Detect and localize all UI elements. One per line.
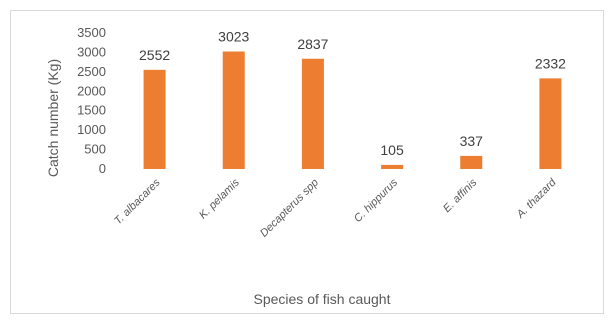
x-tick-label: E. affinis [441, 176, 480, 215]
data-label: 337 [460, 133, 484, 149]
bar [143, 69, 166, 169]
data-label: 2837 [297, 36, 328, 52]
y-tick-label: 2500 [77, 64, 106, 79]
y-tick-label: 500 [84, 142, 106, 157]
x-tick-label: C. hippurus [352, 176, 401, 225]
bar [460, 155, 483, 169]
bar [539, 78, 562, 169]
x-axis-title: Species of fish caught [254, 291, 391, 307]
bars [143, 51, 562, 170]
y-tick-label: 2000 [77, 83, 106, 98]
y-tick-label: 0 [99, 161, 106, 176]
bar [222, 51, 245, 169]
x-tick-label: K. pelamis [197, 176, 242, 221]
data-label: 2332 [535, 55, 566, 71]
data-labels: 2552 3023 2837 105 337 2332 [139, 29, 566, 158]
y-tick-label: 3000 [77, 44, 106, 59]
y-axis-title: Catch number (Kg) [45, 59, 61, 177]
bar [381, 164, 404, 169]
x-axis-ticks: T. albacares K. pelamis Decapterus spp C. h… [112, 176, 559, 240]
data-label: 3023 [218, 29, 249, 45]
y-tick-label: 3500 [77, 25, 106, 40]
y-axis-ticks: 0 500 1000 1500 2000 2500 3000 3500 [77, 25, 106, 176]
y-tick-label: 1500 [77, 103, 106, 118]
y-tick-label: 1000 [77, 122, 106, 137]
bar [301, 58, 324, 170]
data-label: 105 [380, 142, 404, 158]
x-tick-label: A. thazard [514, 176, 559, 221]
x-tick-label: T. albacares [112, 176, 163, 227]
data-label: 2552 [139, 47, 170, 63]
x-tick-label: Decapterus spp [258, 177, 321, 240]
